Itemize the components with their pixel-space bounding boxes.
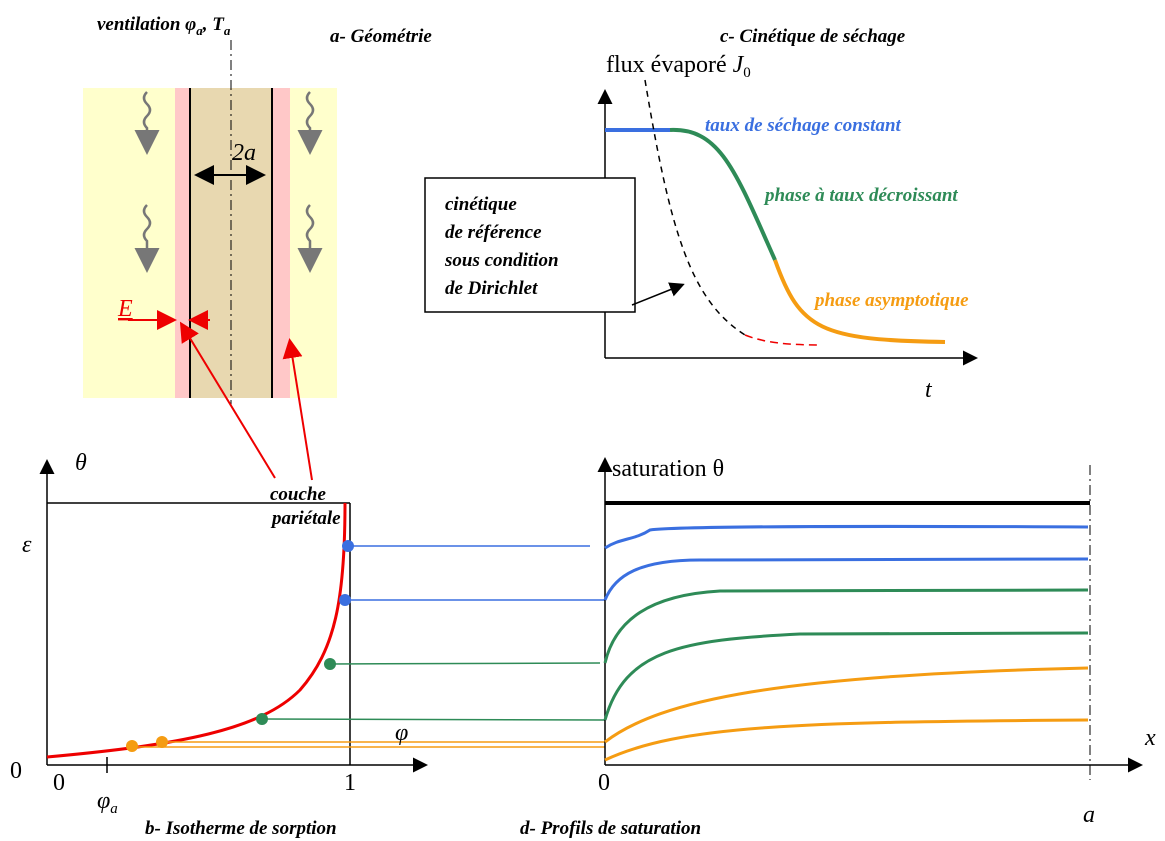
x-label: t (925, 377, 933, 403)
geometry-panel: 2a E couche pariétale ventilation φa, Ta… (83, 14, 432, 529)
box-text: cinétique (445, 194, 517, 215)
panel-title: a- Géométrie (330, 26, 432, 47)
panel-title: d- Profils de saturation (520, 818, 701, 839)
thickness-label: E (117, 296, 133, 322)
tick-label: φa (97, 788, 118, 817)
tick-label: 1 (344, 770, 356, 796)
y-label: flux évaporé J0 (606, 52, 751, 81)
width-label: 2a (232, 140, 256, 166)
profiles-panel: saturation θ x 0 a d- Profils de saturat… (520, 456, 1156, 839)
tick-label: 0 (53, 770, 65, 796)
phase-label: phase asymptotique (813, 290, 969, 311)
layer-label: couche (270, 484, 327, 505)
phase-label: taux de séchage constant (705, 115, 902, 136)
ventilation-label: ventilation φa, Ta (97, 14, 231, 38)
box-text: sous condition (444, 250, 559, 271)
y-label: θ (75, 450, 87, 476)
origin-label: 0 (10, 758, 22, 784)
kinetics-panel: c- Cinétique de séchage flux évaporé J0 … (424, 26, 978, 403)
box-text: de Dirichlet (445, 278, 538, 299)
y-label: saturation θ (612, 456, 724, 482)
box-text: de référence (445, 222, 542, 243)
phase-label: phase à taux décroissant (763, 185, 958, 206)
tick-label: 0 (598, 770, 610, 796)
tick-label: a (1083, 802, 1095, 828)
x-label: φ (395, 720, 408, 746)
x-label: x (1144, 725, 1156, 751)
panel-title: b- Isotherme de sorption (145, 818, 337, 839)
panel-title: c- Cinétique de séchage (720, 26, 906, 47)
isotherm-panel: θ ε 0 0 1 φa φ b- Isotherme de sorption (10, 450, 606, 839)
epsilon-label: ε (22, 532, 32, 558)
layer-label: pariétale (270, 508, 341, 529)
